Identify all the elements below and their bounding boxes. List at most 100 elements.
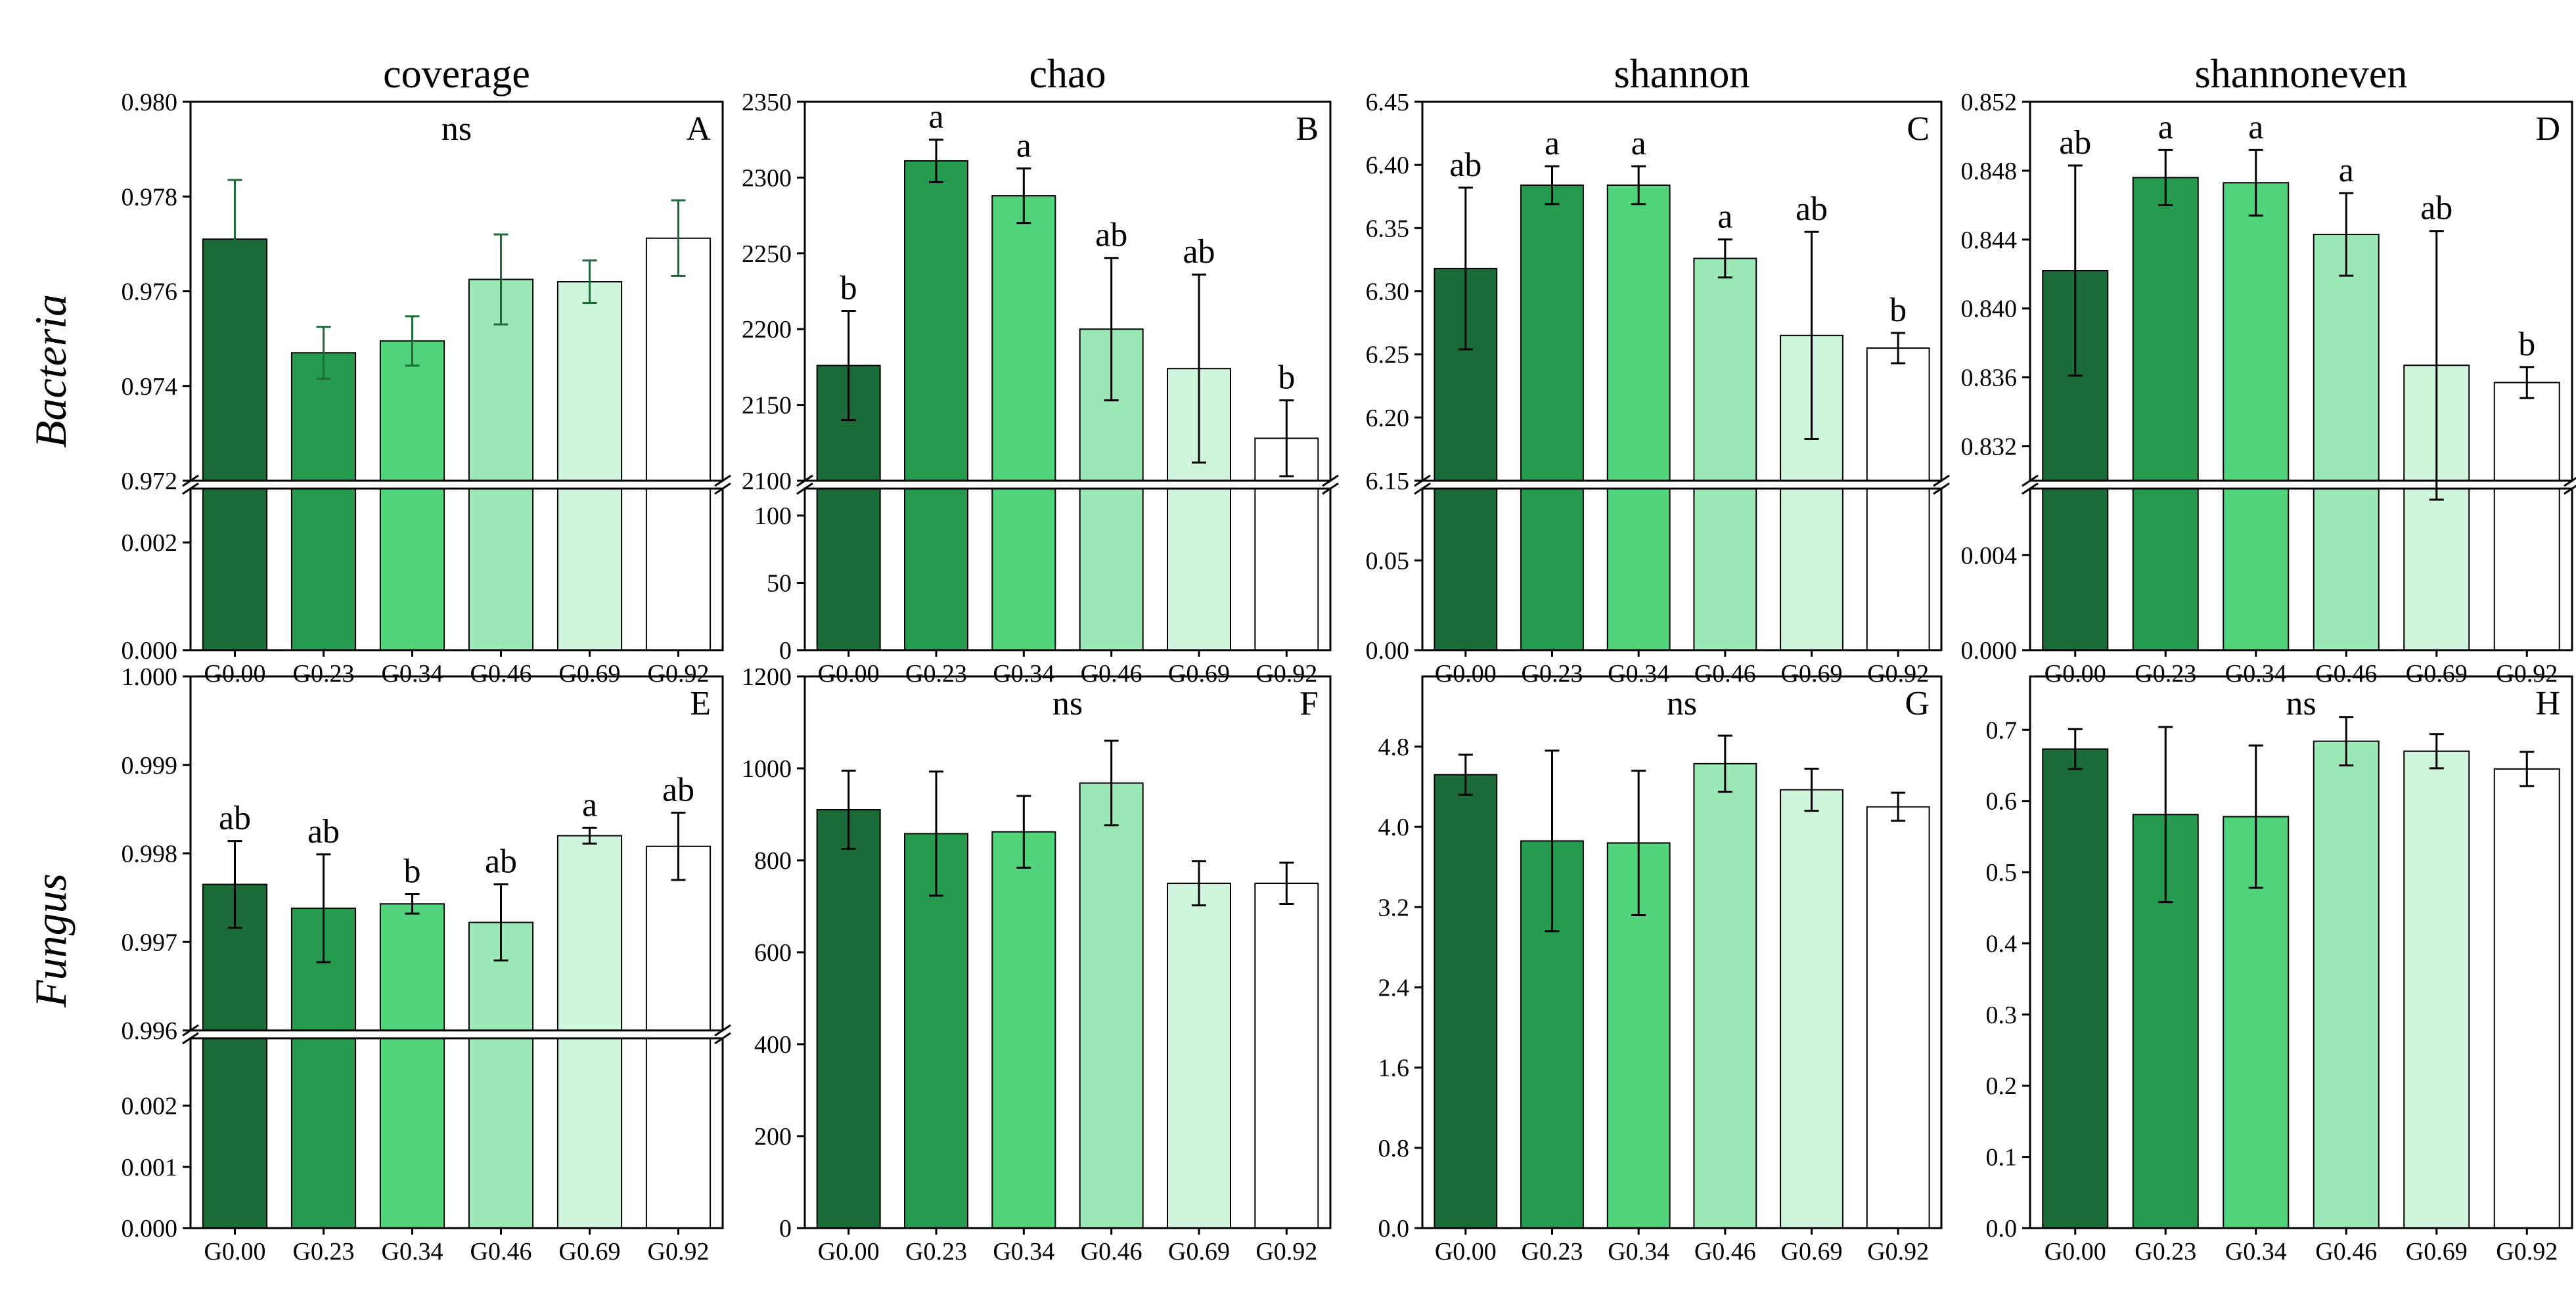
bar-C-G0.92-lower xyxy=(1866,488,1930,651)
significance-label-E-G0.34: b xyxy=(404,852,421,890)
significance-label-D-G0.92: b xyxy=(2518,326,2535,363)
bar-B-G0.69-lower xyxy=(1167,488,1231,651)
x-tick-label: G0.00 xyxy=(2045,1238,2106,1266)
frame-lower xyxy=(189,1037,724,1229)
y-tick-label: 6.35 xyxy=(1366,215,1410,242)
x-tick-label: G0.69 xyxy=(559,660,621,688)
bar-D-G0.34-upper xyxy=(2223,182,2290,481)
y-tick-label: 2.4 xyxy=(1378,974,1410,1002)
y-tick-label: 2200 xyxy=(742,316,792,343)
bar-B-G0.46-lower xyxy=(1079,488,1144,651)
break-cover-right xyxy=(2569,482,2575,487)
significance-label-C-G0.34: a xyxy=(1631,125,1646,162)
break-cover-left xyxy=(188,482,193,487)
break-mark xyxy=(796,482,813,495)
frame-lower xyxy=(803,487,1332,651)
significance-ns: ns xyxy=(2286,685,2316,722)
x-tick-label: G0.69 xyxy=(2406,1238,2468,1266)
y-tick-label: 0.999 xyxy=(122,752,178,780)
x-tick-label: G0.00 xyxy=(204,660,266,688)
break-mark xyxy=(1933,482,1950,495)
panel-title: shannoneven xyxy=(2195,52,2408,97)
x-tick-label: G0.23 xyxy=(905,660,967,688)
bar-D-G0.92-lower xyxy=(2493,488,2560,651)
y-tick-label: 0.3 xyxy=(1986,1002,2018,1029)
y-tick-label: 0.000 xyxy=(122,637,178,665)
x-tick-label: G0.69 xyxy=(1168,660,1230,688)
break-cover-left xyxy=(1420,482,1425,487)
bar-C-G0.92-upper xyxy=(1866,347,1930,481)
x-tick-label: G0.46 xyxy=(1694,1238,1756,1266)
bar-A-G0.23-lower xyxy=(290,488,357,651)
y-tick-label: 0.978 xyxy=(122,183,178,211)
y-tick-label: 6.25 xyxy=(1366,341,1410,369)
y-tick-label: 0.2 xyxy=(1986,1072,2018,1100)
y-tick-label: 0.6 xyxy=(1986,788,2018,816)
break-mark xyxy=(1322,482,1339,495)
break-cover-right xyxy=(720,1032,725,1037)
panel-title: shannon xyxy=(1614,52,1750,97)
x-tick-label: G0.92 xyxy=(1867,660,1929,688)
break-cover-left xyxy=(2027,482,2033,487)
y-tick-label: 0.8 xyxy=(1378,1135,1410,1162)
bar-E-G0.23-lower xyxy=(290,1038,357,1229)
axis-break-gap xyxy=(171,1031,742,1038)
panel-letter: D xyxy=(2535,110,2560,148)
y-tick-label: 0.1 xyxy=(1986,1144,2018,1172)
break-cover-left xyxy=(802,482,807,487)
y-tick-label: 100 xyxy=(754,502,792,530)
y-tick-label: 0.0 xyxy=(1986,1215,2018,1243)
frame-upper xyxy=(2029,100,2573,482)
significance-label-E-G0.23: ab xyxy=(307,813,340,850)
x-tick-label: G0.23 xyxy=(293,1238,355,1266)
bar-B-G0.23-upper xyxy=(904,160,968,481)
significance-label-C-G0.92: b xyxy=(1889,292,1907,329)
x-tick-label: G0.23 xyxy=(2135,1238,2196,1266)
significance-label-D-G0.46: a xyxy=(2339,152,2354,189)
significance-label-B-G0.92: b xyxy=(1278,359,1295,397)
row-label-bacteria: Bacteria xyxy=(26,294,76,448)
significance-label-C-G0.23: a xyxy=(1545,125,1560,162)
x-tick-label: G0.69 xyxy=(1168,1238,1230,1266)
frame-lower xyxy=(2029,487,2573,651)
y-tick-label: 6.45 xyxy=(1366,89,1410,116)
bar-D-G0.23-lower xyxy=(2132,488,2199,651)
bar-C-G0.23-lower xyxy=(1520,488,1584,651)
axis-break-gap xyxy=(785,481,1350,488)
bar-D-G0.34-lower xyxy=(2223,488,2290,651)
y-tick-label: 800 xyxy=(754,847,792,875)
x-tick-label: G0.34 xyxy=(993,1238,1054,1266)
break-mark xyxy=(2564,485,2576,495)
significance-label-B-G0.69: ab xyxy=(1183,233,1215,271)
bar-F-G0.00 xyxy=(816,809,881,1229)
bar-A-G0.00-lower xyxy=(202,488,268,651)
bar-C-G0.34-lower xyxy=(1606,488,1671,651)
y-tick-label: 1.000 xyxy=(122,663,178,691)
y-tick-label: 0.4 xyxy=(1986,930,2018,958)
frame-upper xyxy=(803,100,1332,482)
panel-D: 0.832 0.836 0.840 0.844 0.848 0.852 0.000 0.004… xyxy=(1961,52,2576,688)
bar-B-G0.34-upper xyxy=(991,195,1056,481)
break-mark xyxy=(714,1024,731,1037)
bar-F-G0.69 xyxy=(1167,883,1231,1229)
y-tick-label: 6.15 xyxy=(1366,468,1410,495)
x-tick-label: G0.46 xyxy=(470,660,532,688)
significance-label-C-G0.00: ab xyxy=(1449,146,1481,184)
x-tick-label: G0.34 xyxy=(2225,1238,2287,1266)
x-tick-label: G0.46 xyxy=(2315,660,2377,688)
panel-letter: B xyxy=(1296,110,1319,148)
panel-H: 0.0 0.1 0.2 0.3 0.4 0.5 0.6 0.7 G0.00 G0.23 G0.34 G… xyxy=(1986,675,2573,1266)
break-mark xyxy=(182,1032,199,1045)
y-tick-label: 0.844 xyxy=(1961,227,2018,254)
y-tick-label: 0.7 xyxy=(1986,716,2018,744)
bar-F-G0.34 xyxy=(991,831,1056,1229)
bar-H-G0.92 xyxy=(2493,768,2560,1229)
bar-D-G0.00-lower xyxy=(2042,488,2109,651)
x-tick-label: G0.34 xyxy=(993,660,1054,688)
x-tick-label: G0.23 xyxy=(1522,660,1583,688)
significance-label-B-G0.34: a xyxy=(1016,127,1031,165)
break-mark xyxy=(714,1032,731,1045)
bar-A-G0.92-lower xyxy=(645,488,712,651)
y-tick-label: 1000 xyxy=(742,755,792,783)
